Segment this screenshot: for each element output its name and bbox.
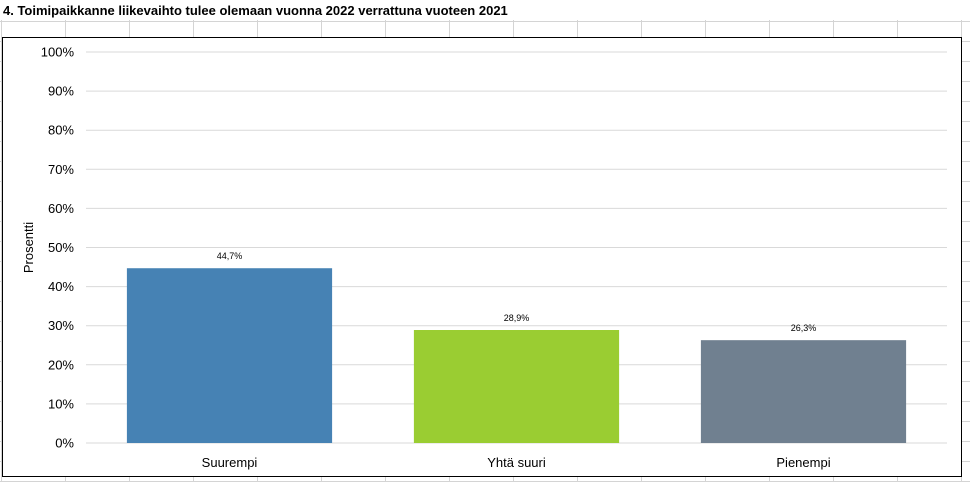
y-tick-label: 10% (48, 396, 74, 411)
y-tick-label: 30% (48, 318, 74, 333)
y-tick-label: 60% (48, 201, 74, 216)
bar (413, 330, 620, 443)
y-tick-label: 100% (41, 45, 75, 60)
y-tick-label: 40% (48, 279, 74, 294)
y-tick-label: 0% (55, 436, 74, 451)
y-tick-label: 70% (48, 162, 74, 177)
data-label: 26,3% (791, 323, 817, 333)
y-tick-label: 80% (48, 123, 74, 138)
bar-chart: 0% 10% 20% 30% 40% 50% 60% 70% 80% 90% 100% Prosent… (21, 45, 947, 470)
y-tick-label: 20% (48, 357, 74, 372)
sheet-title: 4. Toimipaikkanne liikevaihto tulee olem… (3, 3, 508, 18)
y-tick-label: 50% (48, 240, 74, 255)
chart-area[interactable]: 0% 10% 20% 30% 40% 50% 60% 70% 80% 90% 100% Prosent… (2, 37, 962, 477)
y-axis-title: Prosentti (21, 222, 36, 273)
x-tick-label: Pienempi (776, 455, 830, 470)
y-tick-label: 90% (48, 84, 74, 99)
x-tick-label: Suurempi (202, 455, 258, 470)
title-row: 4. Toimipaikkanne liikevaihto tulee olem… (0, 0, 970, 20)
bar (700, 340, 907, 443)
data-label: 28,9% (504, 313, 530, 323)
data-label: 44,7% (217, 251, 243, 261)
bar (126, 268, 333, 443)
x-tick-label: Yhtä suuri (487, 455, 546, 470)
